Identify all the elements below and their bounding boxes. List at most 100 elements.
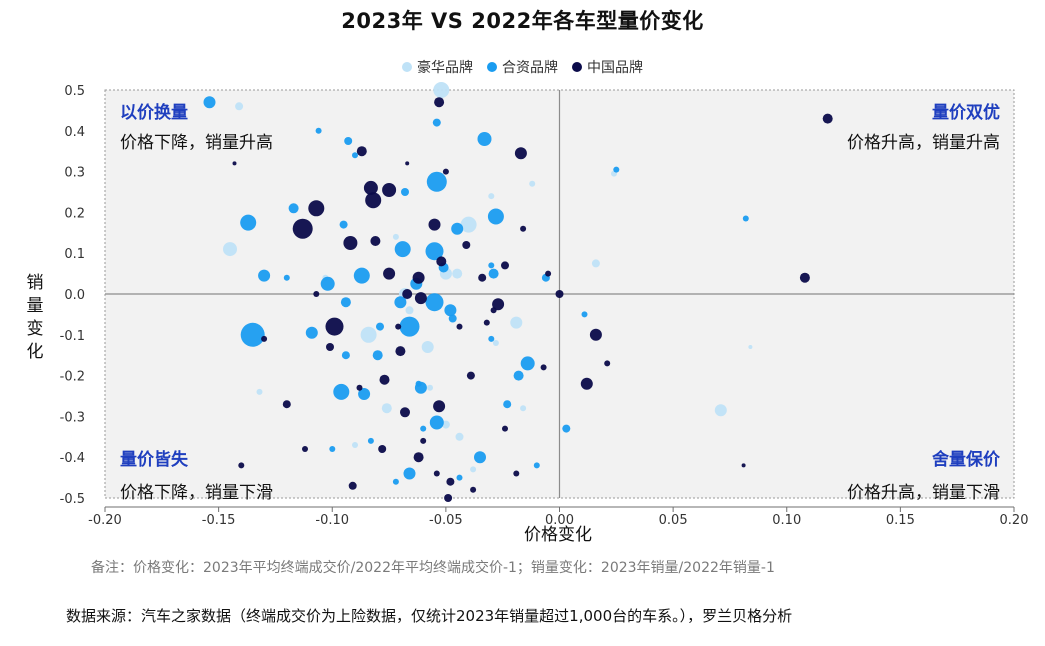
data-point xyxy=(425,242,444,261)
chart-note: 备注：价格变化：2023年平均终端成交价/2022年平均终端成交价-1；销量变化… xyxy=(91,560,775,576)
data-point xyxy=(436,256,447,267)
data-point xyxy=(477,132,492,146)
data-point xyxy=(370,236,381,246)
data-point xyxy=(240,322,265,347)
data-point xyxy=(487,208,504,225)
y-tick-label: 0.0 xyxy=(64,288,85,303)
legend-item-chinese: 中国品牌 xyxy=(572,57,643,77)
data-point xyxy=(320,276,335,291)
data-point xyxy=(329,446,336,452)
data-point xyxy=(492,340,499,346)
data-point xyxy=(799,272,810,283)
data-point xyxy=(591,259,600,268)
data-point xyxy=(394,296,407,309)
data-point xyxy=(427,384,433,391)
data-point xyxy=(414,292,427,305)
quadrant-bottom-right-title: 舍量保价 xyxy=(932,450,1000,470)
y-tick-label: -0.3 xyxy=(60,410,85,425)
quadrant-bottom-left-subtitle: 价格下降，销量下滑 xyxy=(120,483,273,503)
data-point xyxy=(433,470,440,477)
data-point xyxy=(455,432,464,441)
data-point xyxy=(341,351,350,360)
data-point xyxy=(448,314,457,323)
data-point xyxy=(394,241,411,258)
data-point xyxy=(360,326,377,343)
y-tick-label: -0.5 xyxy=(60,492,85,507)
data-source: 数据来源：汽车之家数据（终端成交价为上险数据，仅统计2023年销量超过1,000… xyxy=(66,607,793,625)
y-tick-label: 0.3 xyxy=(64,166,85,181)
data-point xyxy=(401,188,409,196)
y-tick-label: -0.1 xyxy=(60,329,85,344)
data-point xyxy=(392,478,399,485)
data-point xyxy=(514,147,527,160)
legend-swatch-luxury xyxy=(402,62,412,72)
x-axis-label: 价格变化 xyxy=(524,525,592,545)
data-point xyxy=(352,152,358,159)
quadrant-bottom-left-title: 量价皆失 xyxy=(120,450,188,470)
data-point xyxy=(240,214,257,231)
quadrant-bg-top-left xyxy=(105,90,560,294)
quadrant-top-right-subtitle: 价格升高，销量升高 xyxy=(847,133,1000,153)
data-point xyxy=(555,290,564,298)
quadrant-bg-top-right xyxy=(559,90,1014,294)
data-point xyxy=(520,356,535,371)
data-point xyxy=(429,415,444,430)
data-point xyxy=(348,481,357,490)
data-point xyxy=(433,400,446,413)
data-point xyxy=(426,171,447,192)
y-axis-label: 销量变化 xyxy=(26,273,44,362)
data-point xyxy=(581,311,588,318)
data-point xyxy=(533,462,540,469)
legend-swatch-chinese xyxy=(572,62,582,72)
data-point xyxy=(456,323,463,330)
quadrant-bottom-right-subtitle: 价格升高，销量下滑 xyxy=(847,483,1000,503)
data-point xyxy=(421,341,434,353)
data-point xyxy=(358,388,371,400)
data-point xyxy=(513,370,524,381)
data-point xyxy=(383,267,396,280)
data-point xyxy=(433,82,450,98)
data-point xyxy=(333,383,350,400)
data-point xyxy=(520,405,527,412)
chart-title: 2023年 VS 2022年各车型量价变化 xyxy=(341,9,704,33)
data-point xyxy=(344,137,353,145)
data-point xyxy=(395,346,406,357)
legend-swatch-joint-venture xyxy=(487,62,497,72)
data-point xyxy=(470,486,477,493)
data-point xyxy=(353,267,370,284)
data-point xyxy=(313,291,320,297)
data-point xyxy=(325,317,344,336)
data-point xyxy=(470,466,477,473)
series-luxury xyxy=(223,82,753,473)
data-point xyxy=(392,233,399,240)
data-point xyxy=(503,400,512,409)
data-point xyxy=(340,297,351,308)
data-point xyxy=(372,350,383,361)
data-point xyxy=(540,364,547,371)
data-point xyxy=(488,193,495,200)
data-point xyxy=(490,307,497,314)
data-point xyxy=(444,304,457,317)
data-point xyxy=(235,102,244,111)
x-tick-label: -0.15 xyxy=(202,513,236,528)
data-point xyxy=(203,96,216,109)
data-point xyxy=(292,218,313,239)
data-point xyxy=(446,477,455,486)
quadrant-backgrounds xyxy=(105,90,1014,498)
data-point xyxy=(529,180,536,187)
quadrant-bg-bottom-right xyxy=(559,294,1014,498)
data-point xyxy=(415,380,422,387)
y-tick-label: 0.2 xyxy=(64,206,85,221)
legend-item-luxury: 豪华品牌 xyxy=(402,57,473,77)
data-point xyxy=(492,298,505,311)
data-point xyxy=(714,404,727,417)
data-point xyxy=(376,322,384,331)
data-point xyxy=(613,166,620,173)
y-tick-label: -0.2 xyxy=(60,370,85,385)
data-point xyxy=(510,316,523,329)
legend-label-joint-venture: 合资品牌 xyxy=(502,60,558,76)
data-point xyxy=(283,274,290,281)
data-point xyxy=(343,236,358,250)
